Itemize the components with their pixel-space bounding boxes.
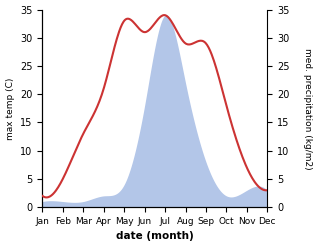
X-axis label: date (month): date (month) xyxy=(116,231,194,242)
Y-axis label: max temp (C): max temp (C) xyxy=(5,77,15,140)
Y-axis label: med. precipitation (kg/m2): med. precipitation (kg/m2) xyxy=(303,48,313,169)
